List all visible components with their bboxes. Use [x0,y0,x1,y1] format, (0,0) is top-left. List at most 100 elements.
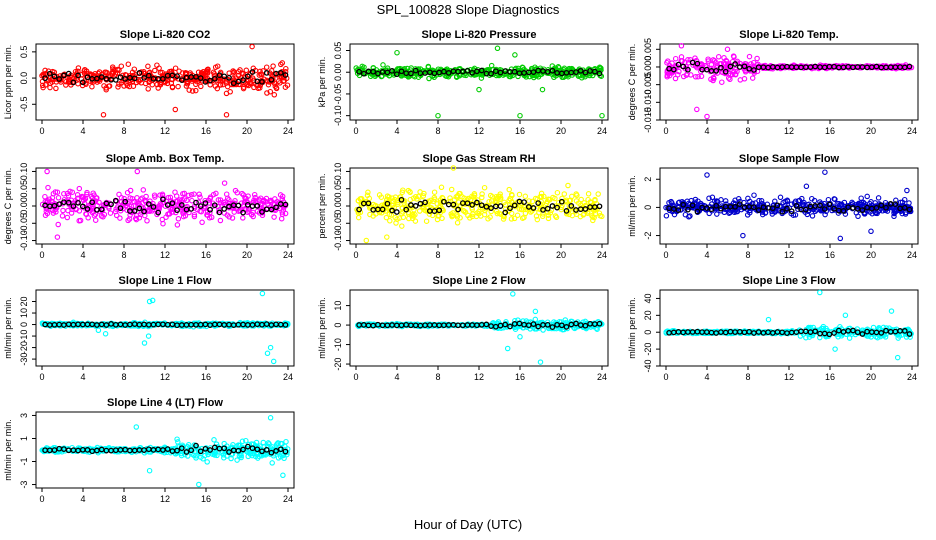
data-point [666,62,673,69]
x-tick-label: 8 [745,250,750,260]
data-point [487,214,493,220]
data-point [431,189,438,195]
data-point [504,345,511,352]
y-tick-label: 20 [643,310,653,320]
y-axis-label: Licor ppm per min. [3,45,13,120]
data-point [842,312,849,319]
data-point [470,194,477,200]
data-point [720,60,727,66]
data-point [251,191,258,198]
mean-point [268,206,275,213]
mean-point [207,206,213,213]
y-axis-label: ml/min per min. [3,297,13,359]
y-tick-label: 0 [333,323,343,328]
mean-point [436,207,443,214]
mean-point [817,202,823,209]
data-point [448,186,455,193]
data-point [174,436,180,442]
data-point [273,85,280,92]
data-point [230,68,236,74]
mean-point [197,75,204,81]
data-point [399,189,406,196]
data-point [731,54,737,60]
data-point [239,70,245,76]
x-tick-label: 8 [435,372,440,382]
x-tick-label: 24 [283,372,293,382]
data-point [252,194,258,201]
mean-point [873,204,880,211]
mean-point [282,72,289,78]
mean-point [563,208,570,214]
data-point [202,197,208,204]
x-tick-label: 20 [866,126,876,136]
data-point [265,81,272,88]
mean-point [450,201,457,208]
data-point [678,58,684,64]
x-tick-label: 24 [283,250,293,260]
data-point [118,63,125,69]
y-tick-label: -0.10 [19,230,29,251]
data-point [44,210,51,217]
data-point [817,289,823,296]
data-point [174,222,181,228]
data-point [198,70,205,76]
mean-point [591,68,598,75]
data-point [858,195,864,201]
data-point [712,198,718,204]
data-point [751,70,758,76]
data-point [279,60,286,66]
mean-point [722,68,729,75]
mean-point [370,68,377,75]
data-point [527,209,534,215]
data-point [565,182,571,189]
data-point [186,192,192,199]
data-point [223,90,230,97]
data-point [47,84,53,91]
data-point [882,207,889,214]
y-tick-label: 0.000 [643,56,653,79]
mean-point [558,198,565,205]
data-point [380,62,386,68]
mean-point [535,200,542,206]
mean-point [84,206,91,212]
y-tick-label: 0.05 [333,42,343,60]
data-point [143,193,149,200]
data-point [719,79,725,85]
x-tick-label: 0 [353,372,358,382]
data-point [435,112,441,119]
mean-point [497,203,504,209]
data-point [204,459,210,465]
data-point [354,206,360,213]
mean-point [751,204,757,211]
mean-point [488,70,494,77]
data-point [163,214,169,220]
data-point [479,191,485,197]
data-point [184,203,190,210]
data-point [479,194,485,201]
data-point [282,84,289,90]
data-point [189,88,196,94]
data-point [145,63,151,70]
data-point [231,69,237,75]
data-point [193,87,199,94]
mean-point [42,75,48,82]
y-tick-label: 10 [333,301,343,311]
data-point [76,185,83,192]
data-point [517,112,523,119]
mean-point [254,203,261,209]
data-point [112,208,119,215]
data-point [809,213,816,219]
mean-point [497,69,504,76]
mean-point [202,200,209,206]
x-tick-label: 0 [353,250,358,260]
data-point [175,216,182,222]
data-point [438,184,445,191]
data-point [152,194,158,200]
data-point [75,65,82,71]
mean-point [779,208,786,215]
data-point [534,205,540,212]
mean-point [854,205,861,212]
mean-point [554,204,560,211]
plot-frame [349,43,609,121]
mean-point [689,202,696,209]
